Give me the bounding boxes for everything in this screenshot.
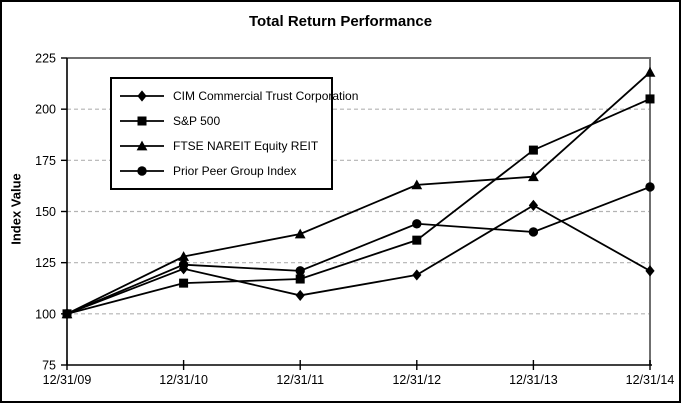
- legend-label: Prior Peer Group Index: [173, 164, 297, 179]
- series-line: [66, 98, 651, 315]
- circle-marker-icon: [412, 219, 422, 229]
- series-line: [66, 204, 651, 315]
- series-circle: [62, 182, 655, 319]
- legend: CIM Commercial Trust Corporation S&P 500…: [110, 77, 358, 190]
- x-tick-label: 12/31/11: [276, 373, 324, 387]
- x-tick-label: 12/31/10: [159, 373, 208, 387]
- legend-item-sp500: S&P 500: [120, 109, 331, 133]
- legend-marker-diamond: [120, 89, 164, 103]
- circle-marker-icon: [137, 166, 147, 177]
- x-tick-label: 12/31/13: [509, 373, 558, 387]
- legend-marker-graphic: [120, 166, 164, 177]
- circle-marker-icon: [528, 227, 539, 237]
- legend-marker-graphic: [120, 140, 164, 151]
- circle-marker-icon: [645, 182, 655, 192]
- legend-item-ftse-nareit: FTSE NAREIT Equity REIT: [120, 134, 331, 158]
- y-tick-label: 175: [35, 154, 56, 168]
- diamond-marker-icon: [295, 289, 305, 302]
- y-tick-label: 150: [35, 205, 56, 219]
- legend-marker-triangle: [120, 139, 164, 153]
- legend-label: CIM Commercial Trust Corporation: [173, 88, 359, 103]
- square-marker-icon: [295, 274, 305, 284]
- square-marker-icon: [645, 94, 655, 104]
- diamond-marker-icon: [528, 199, 538, 211]
- x-tick-label: 12/31/09: [43, 373, 92, 387]
- x-tick-label: 12/31/12: [392, 373, 441, 387]
- y-tick-label: 100: [35, 307, 56, 321]
- legend-marker-square: [120, 114, 164, 128]
- legend-marker-circle: [120, 164, 164, 178]
- circle-marker-icon: [295, 266, 305, 276]
- plot-border: [67, 57, 651, 365]
- x-tick-label: 12/31/14: [626, 373, 675, 387]
- square-marker-icon: [179, 278, 189, 288]
- y-tick-label: 125: [35, 256, 56, 270]
- triangle-marker-icon: [644, 66, 656, 77]
- square-marker-icon: [528, 145, 538, 155]
- series-line: [66, 71, 651, 315]
- square-marker-icon: [137, 116, 147, 126]
- diamond-marker-icon: [412, 269, 422, 281]
- legend-marker-graphic: [120, 90, 164, 102]
- triangle-marker-icon: [136, 140, 148, 151]
- diamond-marker-icon: [645, 265, 655, 277]
- triangle-marker-icon: [294, 228, 306, 239]
- diamond-marker-icon: [137, 90, 147, 102]
- y-tick-label: 200: [35, 103, 56, 117]
- legend-item-cim: CIM Commercial Trust Corporation: [120, 84, 358, 108]
- legend-label: FTSE NAREIT Equity REIT: [173, 139, 319, 154]
- y-tick-label: 225: [35, 52, 56, 66]
- triangle-marker-icon: [528, 171, 539, 182]
- circle-marker-icon: [178, 260, 189, 270]
- square-marker-icon: [412, 235, 422, 245]
- triangle-marker-icon: [178, 251, 189, 261]
- y-tick-label: 75: [42, 359, 56, 373]
- chart-title: Total Return Performance: [248, 13, 433, 30]
- legend-marker-graphic: [120, 116, 164, 126]
- triangle-marker-icon: [411, 179, 423, 190]
- legend-item-peer-group: Prior Peer Group Index: [120, 159, 331, 183]
- series-line: [66, 186, 651, 315]
- legend-label: S&P 500: [173, 113, 221, 128]
